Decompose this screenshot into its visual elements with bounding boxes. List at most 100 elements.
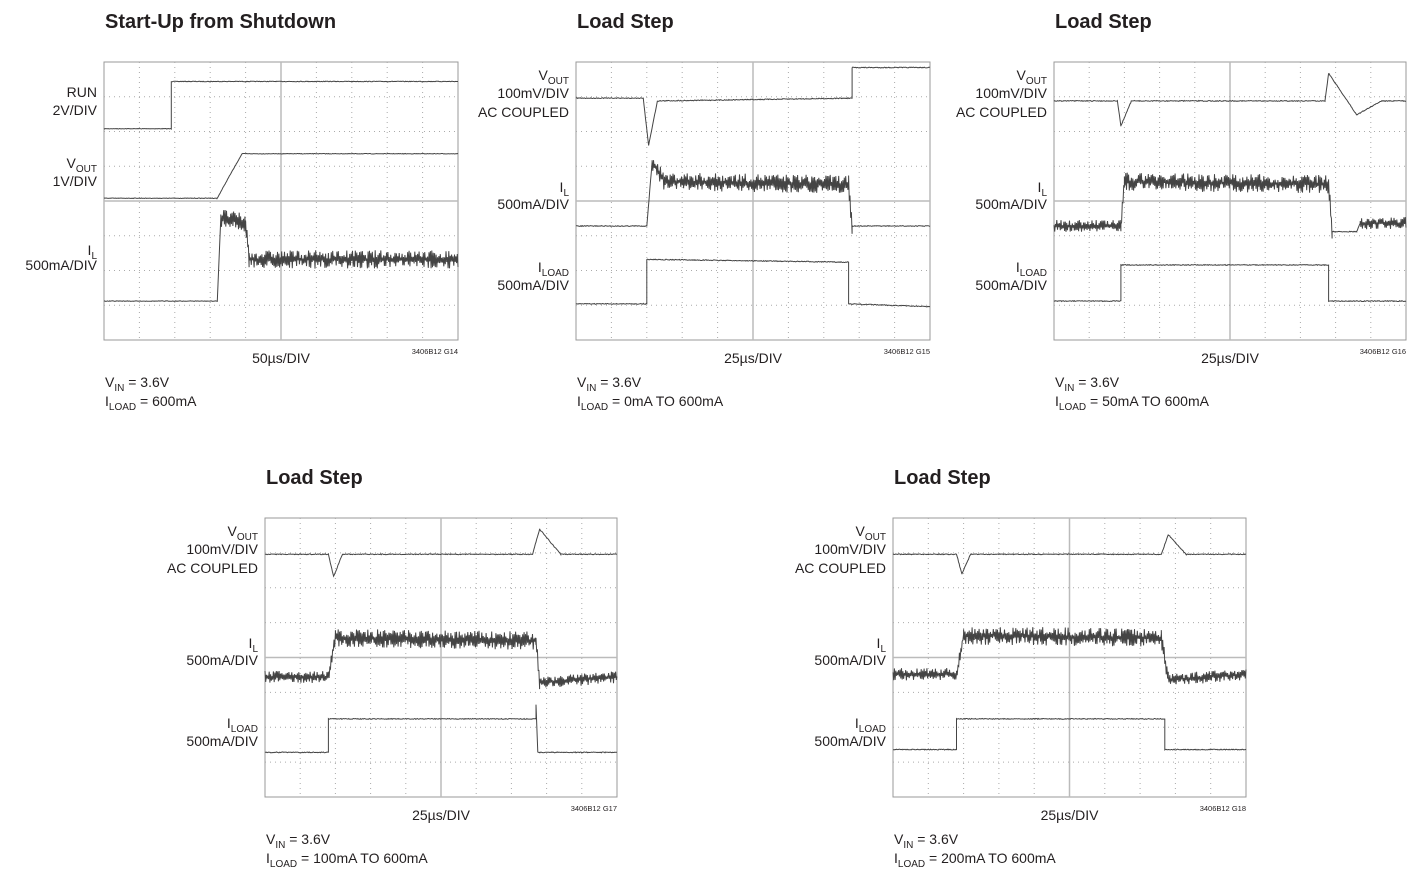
condition: ILOAD = 50mA TO 600mA: [1055, 393, 1210, 413]
condition: VIN = 3.6V: [894, 831, 959, 851]
timebase: 25µs/DIV: [412, 807, 471, 823]
channel-name-main: I: [560, 179, 564, 195]
channel-name: IL: [560, 179, 570, 199]
timebase: 25µs/DIV: [1041, 807, 1100, 823]
trace: [892, 717, 1247, 751]
timebase: 50µs/DIV: [252, 350, 311, 366]
condition-text: = 3.6V: [913, 831, 958, 847]
trace: [103, 80, 458, 130]
channel-name-main: I: [249, 635, 253, 651]
channel-name: IL: [877, 635, 887, 655]
condition-text: = 100mA TO 600mA: [297, 850, 428, 866]
channel-name: ILOAD: [855, 715, 886, 735]
channel-name: VOUT: [856, 523, 886, 543]
condition-text: = 0mA TO 600mA: [608, 393, 724, 409]
channel-name-main: RUN: [67, 84, 97, 100]
figure-title: Load Step: [894, 467, 991, 489]
channel-name-main: I: [227, 715, 231, 731]
channel-name: IL: [88, 242, 98, 262]
condition-name: I: [1055, 393, 1059, 409]
condition: ILOAD = 0mA TO 600mA: [577, 393, 724, 413]
channel-name-sub: OUT: [237, 532, 258, 543]
channel-name-main: I: [1038, 179, 1042, 195]
channel-name-sub: LOAD: [542, 268, 569, 279]
channel-name-sub: L: [880, 644, 886, 655]
figure-id: 3406B12 G18: [1200, 804, 1246, 813]
condition-sub: IN: [114, 383, 124, 394]
condition-text: = 3.6V: [124, 374, 169, 390]
channel-scale: 500mA/DIV: [814, 652, 886, 668]
channel-name-sub: OUT: [76, 164, 97, 175]
channel-name-sub: OUT: [548, 76, 569, 87]
condition: VIN = 3.6V: [266, 831, 331, 851]
channel-name-main: V: [1017, 67, 1027, 83]
channel-note: AC COUPLED: [956, 104, 1047, 120]
trace: [1053, 72, 1407, 127]
channel-name-sub: OUT: [865, 532, 886, 543]
timebase: 25µs/DIV: [724, 350, 783, 366]
condition-sub: LOAD: [109, 402, 136, 413]
condition-text: = 50mA TO 600mA: [1086, 393, 1209, 409]
condition-name: I: [894, 850, 898, 866]
trace: [1053, 263, 1407, 303]
condition-text: = 3.6V: [1074, 374, 1119, 390]
figure-id: 3406B12 G17: [571, 804, 617, 813]
channel-scale: 500mA/DIV: [975, 277, 1047, 293]
channel-scale: 1V/DIV: [53, 173, 98, 189]
condition-sub: LOAD: [581, 402, 608, 413]
condition-text: = 3.6V: [285, 831, 330, 847]
figure-title: Load Step: [577, 11, 674, 33]
condition-text: = 200mA TO 600mA: [925, 850, 1056, 866]
trace: [1053, 172, 1407, 239]
condition-sub: IN: [586, 383, 596, 394]
channel-name: VOUT: [67, 155, 97, 175]
channel-name: ILOAD: [1016, 259, 1047, 279]
channel-name: ILOAD: [538, 259, 569, 279]
channel-scale: 100mV/DIV: [975, 85, 1047, 101]
condition-name: I: [266, 850, 270, 866]
channel-name-sub: L: [252, 644, 258, 655]
trace: [264, 704, 618, 754]
channel-name: VOUT: [228, 523, 258, 543]
condition-sub: LOAD: [898, 859, 925, 867]
condition-name: I: [577, 393, 581, 409]
condition-text: = 600mA: [136, 393, 197, 409]
channel-scale: 100mV/DIV: [497, 85, 569, 101]
condition-sub: LOAD: [270, 859, 297, 867]
trace: [103, 152, 459, 200]
channel-name: IL: [249, 635, 259, 655]
trace: [892, 534, 1247, 575]
channel-name-sub: L: [91, 251, 97, 262]
channel-scale: 100mV/DIV: [814, 541, 886, 557]
channel-scale: 500mA/DIV: [975, 196, 1047, 212]
channel-note: AC COUPLED: [795, 560, 886, 576]
channel-scale: 500mA/DIV: [186, 652, 258, 668]
figure-id: 3406B12 G14: [412, 347, 458, 356]
channel-note: AC COUPLED: [167, 560, 258, 576]
condition: ILOAD = 200mA TO 600mA: [894, 850, 1056, 867]
channel-name-main: V: [856, 523, 866, 539]
channel-name-main: V: [67, 155, 77, 171]
condition-name: V: [105, 374, 115, 390]
condition-sub: LOAD: [1059, 402, 1086, 413]
condition-sub: IN: [275, 840, 285, 851]
channel-name-sub: LOAD: [231, 724, 258, 735]
figure-title: Start-Up from Shutdown: [105, 11, 336, 33]
scope-figure: Start-Up from ShutdownRUN2V/DIVVOUT1V/DI…: [25, 11, 459, 413]
condition: ILOAD = 100mA TO 600mA: [266, 850, 428, 867]
channel-name: IL: [1038, 179, 1048, 199]
trace: [575, 258, 930, 308]
channel-scale: 100mV/DIV: [186, 541, 258, 557]
condition-name: V: [266, 831, 276, 847]
condition: ILOAD = 600mA: [105, 393, 197, 413]
channel-name-sub: LOAD: [859, 724, 886, 735]
channel-name-sub: L: [563, 188, 569, 199]
channel-name-main: I: [1016, 259, 1020, 275]
condition: VIN = 3.6V: [105, 374, 170, 394]
channel-scale: 500mA/DIV: [186, 733, 258, 749]
trace: [575, 66, 930, 146]
